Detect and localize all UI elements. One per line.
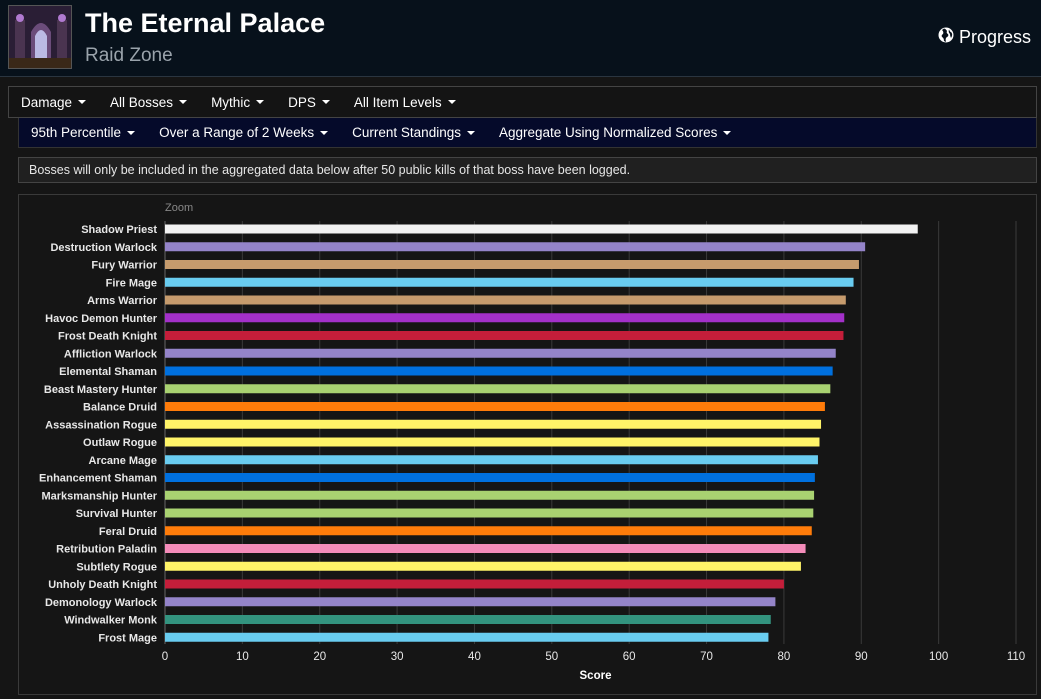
time-range-dropdown[interactable]: Over a Range of 2 Weeks — [147, 125, 340, 140]
chart-panel: Zoom 0 10 20 30 40 50 60 70 80 90 100 110 Shadow Prie… — [18, 194, 1037, 695]
x-tick-label: 90 — [855, 651, 868, 663]
caret-down-icon — [256, 100, 265, 104]
category-label: Beast Mastery Hunter — [44, 384, 158, 396]
x-tick-label: 0 — [162, 651, 168, 663]
caret-down-icon — [78, 100, 87, 104]
category-label: Balance Druid — [83, 402, 157, 414]
difficulty-dropdown[interactable]: Mythic — [199, 95, 276, 110]
bar — [165, 295, 846, 305]
category-label: Affliction Warlock — [64, 348, 158, 360]
category-label: Subtlety Rogue — [76, 561, 157, 573]
category-label: Unholy Death Knight — [48, 579, 157, 591]
x-axis-title: Score — [580, 670, 612, 682]
bar — [165, 348, 836, 358]
category-label: Destruction Warlock — [50, 242, 157, 254]
x-tick-label: 50 — [545, 651, 558, 663]
bar — [165, 402, 825, 411]
globe-icon — [938, 27, 954, 48]
category-label: Arms Warrior — [87, 295, 158, 307]
category-label: Enhancement Shaman — [39, 473, 157, 485]
metric-dropdown[interactable]: Damage — [9, 95, 98, 110]
caret-down-icon — [127, 130, 136, 135]
x-tick-label: 70 — [700, 651, 713, 663]
bar — [165, 473, 815, 482]
bar — [165, 419, 822, 429]
bar — [165, 508, 814, 518]
boss-dropdown[interactable]: All Bosses — [98, 95, 199, 110]
category-label: Elemental Shaman — [59, 366, 157, 378]
category-label: Outlaw Rogue — [83, 437, 157, 449]
bar — [165, 490, 815, 500]
zone-header: The Eternal Palace Raid Zone Progress — [0, 0, 1041, 77]
category-label: Frost Mage — [98, 632, 157, 644]
role-dropdown[interactable]: DPS — [276, 95, 342, 110]
bar — [165, 260, 859, 269]
bar — [165, 632, 769, 642]
x-tick-label: 80 — [778, 651, 791, 663]
bar — [165, 437, 820, 447]
category-label: Arcane Mage — [89, 455, 157, 467]
category-label: Shadow Priest — [81, 224, 157, 236]
category-label: Havoc Demon Hunter — [45, 313, 158, 325]
notice-message: Bosses will only be included in the aggr… — [18, 157, 1037, 183]
bar — [165, 366, 833, 376]
x-tick-label: 20 — [313, 651, 326, 663]
bar — [165, 579, 784, 589]
filter-bar-primary: Damage All Bosses Mythic DPS All Item Le… — [8, 86, 1037, 118]
x-tick-label: 10 — [236, 651, 249, 663]
bar — [165, 313, 845, 323]
category-label: Windwalker Monk — [64, 615, 158, 627]
bar — [165, 526, 812, 536]
percentile-dropdown[interactable]: 95th Percentile — [19, 125, 147, 140]
category-label: Frost Death Knight — [58, 331, 157, 343]
page-subtitle: Raid Zone — [85, 45, 173, 66]
bar — [165, 615, 771, 624]
bar — [165, 455, 818, 465]
category-label: Survival Hunter — [76, 508, 158, 520]
bar — [165, 384, 831, 394]
category-label: Feral Druid — [99, 526, 157, 538]
caret-down-icon — [466, 130, 475, 135]
caret-down-icon — [321, 100, 330, 104]
aggregate-dropdown[interactable]: Aggregate Using Normalized Scores — [487, 125, 743, 140]
category-label: Fire Mage — [106, 277, 157, 289]
x-tick-label: 100 — [929, 651, 948, 663]
category-label: Fury Warrior — [91, 260, 157, 272]
caret-down-icon — [179, 100, 188, 104]
bar — [165, 277, 854, 287]
x-tick-label: 30 — [391, 651, 404, 663]
zoom-label: Zoom — [165, 202, 193, 214]
bar — [165, 597, 776, 607]
item-level-dropdown[interactable]: All Item Levels — [342, 95, 468, 110]
category-label: Assassination Rogue — [45, 419, 157, 431]
zone-image — [8, 5, 72, 69]
filter-bar-secondary: 95th Percentile Over a Range of 2 Weeks … — [18, 118, 1037, 148]
bar — [165, 224, 918, 234]
category-label: Retribution Paladin — [56, 544, 157, 556]
page-title: The Eternal Palace — [85, 8, 326, 38]
caret-down-icon — [320, 130, 329, 135]
standings-dropdown[interactable]: Current Standings — [340, 125, 487, 140]
bar — [165, 331, 844, 340]
x-tick-label: 60 — [623, 651, 636, 663]
progress-label: Progress — [958, 27, 1031, 47]
bar-chart: Zoom 0 10 20 30 40 50 60 70 80 90 100 110 Shadow Prie… — [39, 202, 1025, 682]
category-label: Marksmanship Hunter — [41, 490, 157, 502]
x-tick-label: 110 — [1007, 651, 1025, 663]
progress-link[interactable]: Progress — [938, 27, 1031, 48]
x-tick-label: 40 — [468, 651, 481, 663]
category-label: Demonology Warlock — [45, 597, 158, 609]
bar — [165, 544, 806, 553]
bar — [165, 561, 801, 571]
caret-down-icon — [723, 130, 732, 135]
caret-down-icon — [447, 100, 456, 104]
bar — [165, 242, 866, 252]
